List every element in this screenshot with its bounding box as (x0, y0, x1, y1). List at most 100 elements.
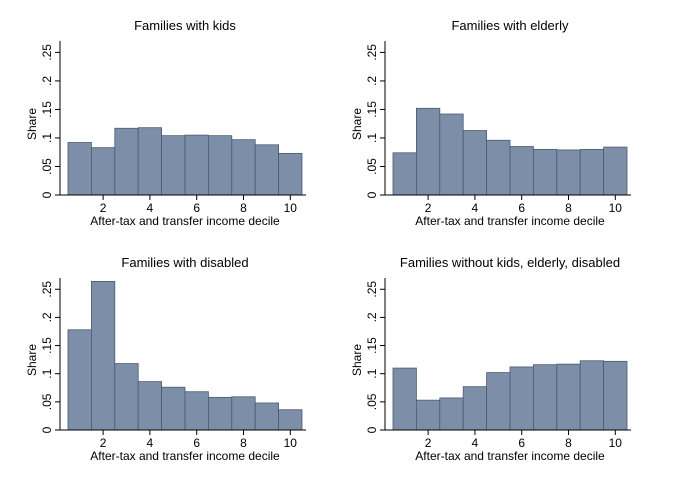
y-tick-label: .05 (40, 158, 54, 175)
y-tick-label: .2 (365, 312, 379, 322)
y-tick-label: .1 (40, 368, 54, 378)
bar-decile-6 (184, 391, 209, 431)
y-tick-label: .05 (365, 393, 379, 410)
bar-decile-6 (184, 134, 209, 196)
bar-decile-1 (67, 329, 92, 431)
panel-title: Families with elderly (451, 18, 569, 33)
panel-title: Families with kids (134, 18, 236, 33)
bar-decile-3 (439, 397, 464, 431)
bar-decile-8 (556, 363, 581, 431)
bar-decile-2 (415, 107, 441, 196)
bar-decile-9 (579, 148, 605, 196)
y-tick-label: .05 (40, 393, 54, 410)
x-axis-label: After-tax and transfer income decile (90, 214, 280, 228)
bar-decile-3 (114, 127, 139, 196)
bar-decile-3 (114, 363, 139, 431)
y-tick-label: .15 (40, 101, 54, 118)
bar-decile-8 (231, 139, 256, 196)
bar-decile-4 (462, 130, 488, 196)
x-tick-label: 8 (240, 201, 247, 215)
y-tick-label: .15 (365, 337, 379, 354)
x-tick-label: 8 (565, 201, 572, 215)
y-tick-label: .25 (40, 44, 54, 61)
bar-decile-4 (462, 386, 488, 431)
x-tick-label: 6 (193, 436, 200, 450)
bar-decile-1 (392, 367, 417, 431)
y-tick-label: 0 (40, 191, 54, 198)
y-axis-label: Share (25, 108, 39, 140)
bar-decile-10 (603, 360, 628, 431)
bar-decile-1 (392, 152, 417, 196)
bar-decile-4 (137, 381, 162, 431)
bar-decile-9 (579, 360, 605, 431)
y-tick-label: 0 (40, 426, 54, 433)
y-tick-label: .15 (40, 337, 54, 354)
panel-4: Families without kids, elderly, disabled… (350, 255, 631, 463)
y-tick-label: .25 (365, 281, 379, 298)
x-tick-label: 6 (518, 436, 525, 450)
x-tick-label: 2 (425, 201, 432, 215)
y-tick-label: .15 (365, 101, 379, 118)
y-tick-label: .25 (40, 281, 54, 298)
panel-title: Families without kids, elderly, disabled (400, 255, 620, 270)
x-tick-label: 4 (147, 201, 154, 215)
y-axis-label: Share (25, 344, 39, 376)
bar-decile-2 (91, 147, 116, 196)
x-tick-label: 2 (100, 436, 107, 450)
bar-decile-7 (207, 135, 233, 196)
panel-3: Families with disabled 0 .05 .1 .15 .2 .25 2 4 6 8… (25, 255, 306, 463)
y-tick-label: .2 (40, 76, 54, 86)
bar-decile-10 (278, 152, 303, 196)
bar-decile-5 (486, 372, 511, 431)
y-tick-label: .1 (365, 133, 379, 143)
y-axis-label: Share (350, 344, 364, 376)
x-tick-label: 4 (472, 201, 479, 215)
x-tick-label: 4 (472, 436, 479, 450)
bar-decile-5 (486, 139, 511, 196)
y-tick-label: .25 (365, 44, 379, 61)
panel-2: Families with elderly 0 .05 .1 .15 .2 .25 2 4 6 8 1… (350, 18, 631, 228)
y-tick-label: .1 (365, 368, 379, 378)
x-tick-label: 8 (565, 436, 572, 450)
x-tick-label: 2 (100, 201, 107, 215)
bar-decile-8 (556, 149, 581, 196)
x-tick-label: 6 (193, 201, 200, 215)
x-tick-label: 2 (425, 436, 432, 450)
x-axis-label: After-tax and transfer income decile (415, 214, 605, 228)
bar-decile-10 (278, 409, 303, 431)
y-tick-label: 0 (365, 191, 379, 198)
bar-decile-4 (137, 127, 162, 196)
x-tick-label: 8 (240, 436, 247, 450)
bar-decile-3 (439, 113, 464, 196)
x-tick-label: 10 (284, 201, 298, 215)
bar-decile-9 (254, 144, 279, 196)
x-tick-label: 4 (147, 436, 154, 450)
x-tick-label: 10 (609, 436, 623, 450)
x-axis-label: After-tax and transfer income decile (415, 449, 605, 463)
y-tick-label: .2 (365, 76, 379, 86)
x-tick-label: 10 (284, 436, 298, 450)
bar-decile-5 (161, 135, 186, 196)
bar-decile-7 (533, 148, 558, 196)
bar-decile-8 (231, 396, 256, 431)
bar-decile-6 (509, 146, 534, 196)
y-tick-label: .1 (40, 133, 54, 143)
y-tick-label: .2 (40, 312, 54, 322)
panel-title: Families with disabled (121, 255, 248, 270)
bar-decile-6 (509, 366, 534, 431)
y-tick-label: .05 (365, 158, 379, 175)
x-tick-label: 6 (518, 201, 525, 215)
y-tick-label: 0 (365, 426, 379, 433)
x-axis-label: After-tax and transfer income decile (90, 449, 280, 463)
bar-decile-1 (67, 142, 92, 196)
x-tick-label: 10 (609, 201, 623, 215)
bar-decile-7 (533, 364, 558, 431)
bar-decile-9 (254, 402, 279, 431)
panel-1: Families with kids 0 .05 .1 .15 .2 .25 2 4 6 8 10 Af… (25, 18, 306, 228)
bar-decile-2 (91, 280, 116, 431)
y-axis-label: Share (350, 108, 364, 140)
bar-decile-7 (207, 396, 233, 431)
bar-decile-10 (603, 146, 628, 196)
